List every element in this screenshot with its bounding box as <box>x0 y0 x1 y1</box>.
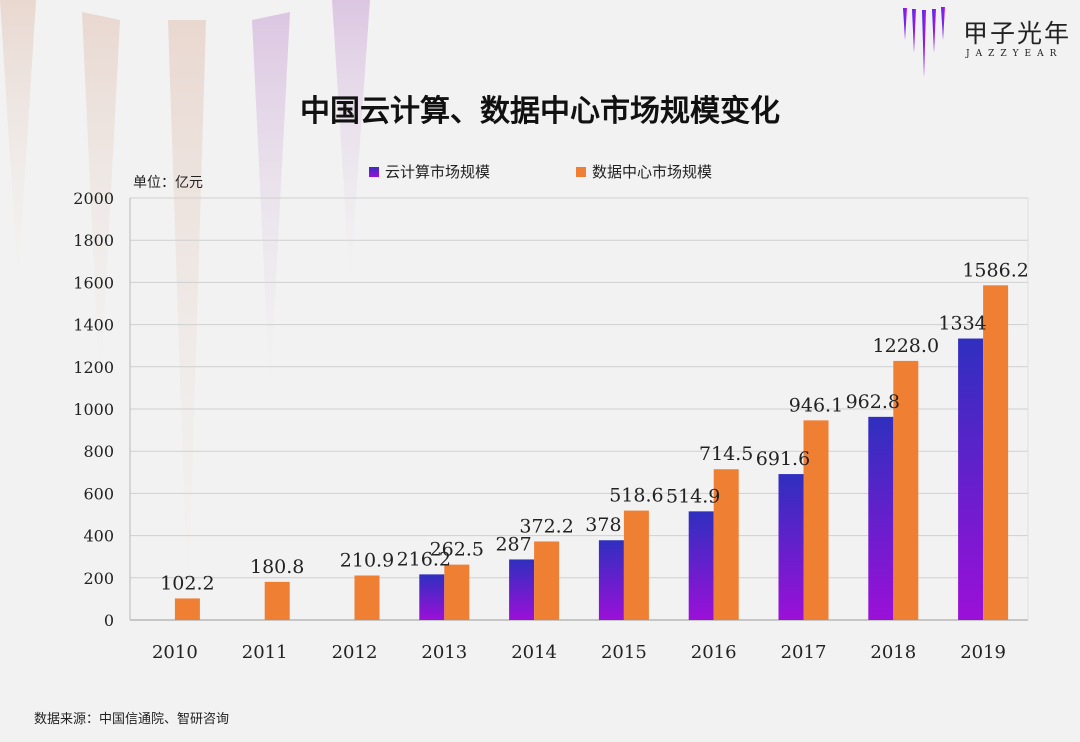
data-label: 518.6 <box>609 485 663 507</box>
data-label: 514.9 <box>666 485 720 507</box>
bar <box>803 420 829 620</box>
bar <box>419 574 445 620</box>
bar <box>174 598 200 620</box>
legend-label: 数据中心市场规模 <box>592 163 713 181</box>
x-tick-label: 2016 <box>691 642 737 663</box>
x-tick-label: 2018 <box>870 642 916 663</box>
bar <box>509 559 535 620</box>
bar <box>688 511 714 620</box>
y-tick-label: 2000 <box>73 189 114 208</box>
y-tick-label: 1200 <box>73 358 114 377</box>
bar <box>264 581 290 620</box>
bar <box>623 510 649 620</box>
brand-name: 甲子光年 <box>963 19 1072 48</box>
y-tick-label: 600 <box>83 484 114 503</box>
brand-logo-mark <box>903 7 945 78</box>
data-label: 210.9 <box>340 550 394 572</box>
y-tick-label: 1600 <box>73 273 114 292</box>
bar <box>354 575 380 620</box>
legend-item-datacenter: 数据中心市场规模 <box>576 161 712 182</box>
chart-title: 中国云计算、数据中心市场规模变化 <box>300 94 780 129</box>
brand-name-en: JAZZYEAR <box>966 49 1063 59</box>
source-note: 数据来源：中国信通院、智研咨询 <box>34 712 230 727</box>
data-label: 180.8 <box>250 556 304 578</box>
x-tick-label: 2019 <box>960 642 1006 663</box>
y-tick-label: 800 <box>83 442 114 461</box>
bar <box>444 564 470 620</box>
data-label: 1228.0 <box>873 335 939 357</box>
legend-label: 云计算市场规模 <box>385 163 491 181</box>
data-label: 1586.2 <box>962 259 1028 281</box>
data-label: 946.1 <box>789 394 843 416</box>
y-tick-label: 200 <box>83 569 114 588</box>
bar <box>598 540 624 620</box>
x-tick-label: 2017 <box>781 642 827 663</box>
data-label: 378 <box>585 514 621 536</box>
x-tick-label: 2013 <box>421 642 467 663</box>
data-label: 1334 <box>938 313 986 335</box>
bar <box>713 469 739 620</box>
bar <box>983 285 1009 620</box>
data-label: 714.5 <box>699 443 753 465</box>
x-tick-label: 2012 <box>332 642 378 663</box>
decorative-cones <box>0 0 370 620</box>
data-label: 262.5 <box>430 539 484 561</box>
bar <box>868 416 894 620</box>
y-tick-label: 1800 <box>73 231 114 250</box>
y-tick-label: 400 <box>83 527 114 546</box>
x-tick-label: 2015 <box>601 642 647 663</box>
data-label: 287 <box>495 533 531 555</box>
legend-item-cloud: 云计算市场规模 <box>369 161 490 182</box>
y-tick-label: 1400 <box>73 316 114 335</box>
data-label: 691.6 <box>756 448 810 470</box>
data-label: 372.2 <box>519 515 573 537</box>
x-tick-label: 2014 <box>511 642 557 663</box>
bar <box>534 541 560 620</box>
y-tick-label: 0 <box>104 611 114 630</box>
data-label: 216.2 <box>397 548 451 570</box>
bar <box>778 474 804 620</box>
legend-swatch <box>369 166 379 177</box>
x-tick-label: 2010 <box>152 642 198 663</box>
data-label: 962.8 <box>846 391 900 413</box>
data-label: 102.2 <box>160 572 214 594</box>
y-axis-unit: 单位：亿元 <box>133 175 203 191</box>
x-tick-label: 2011 <box>242 642 288 663</box>
bar <box>958 338 984 620</box>
y-tick-label: 1000 <box>73 400 114 419</box>
bar <box>893 360 919 620</box>
legend-swatch <box>576 166 586 177</box>
